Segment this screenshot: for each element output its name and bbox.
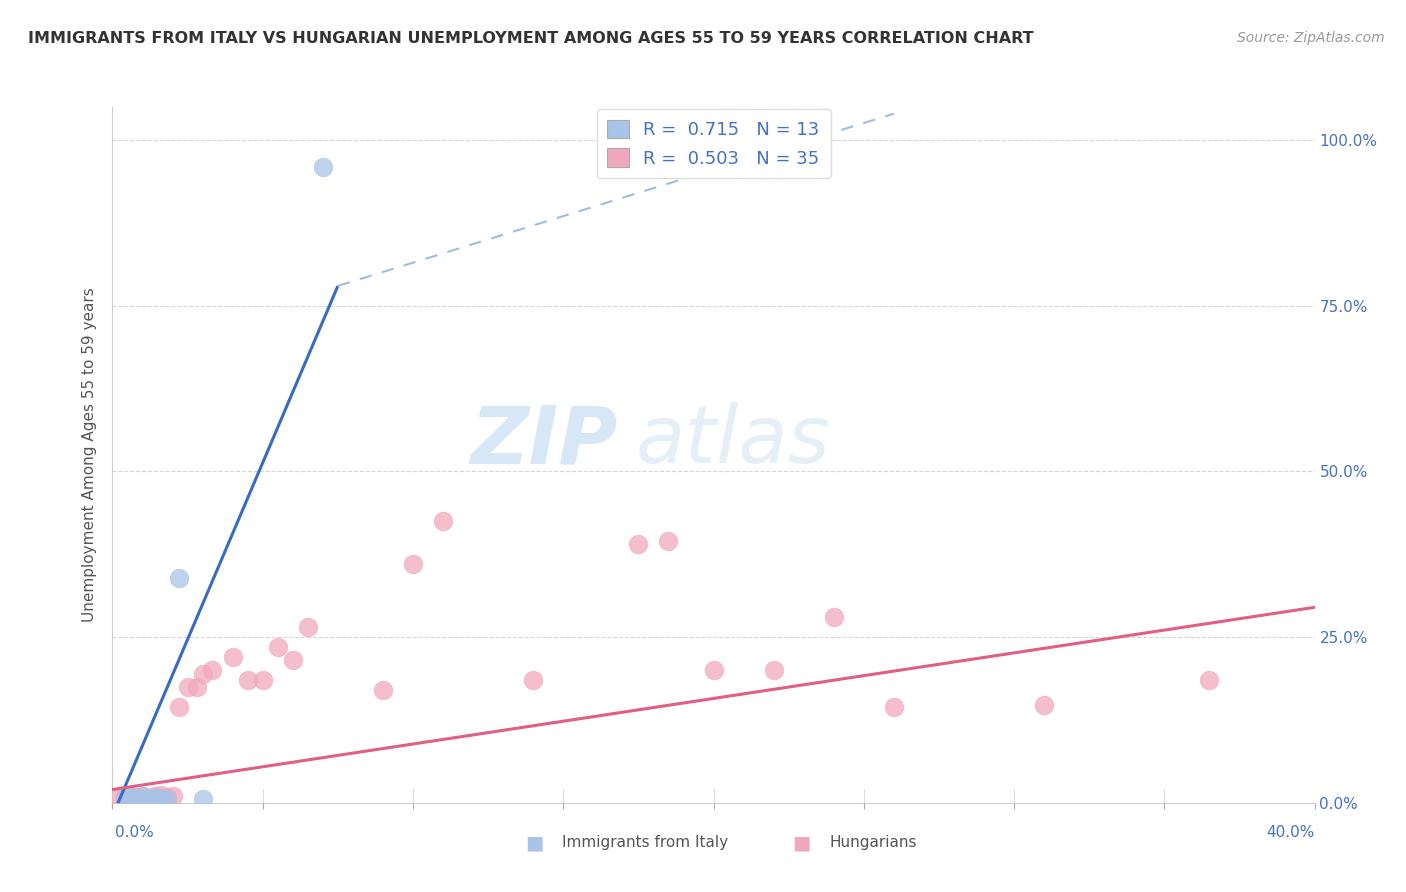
Point (117, 789, 139, 804)
Point (1033, 698, 1056, 712)
Point (657, 534, 679, 549)
Point (155, 790, 177, 805)
Point (186, 680, 208, 694)
Point (402, 558, 425, 572)
Point (432, 514, 454, 528)
Text: Hungarians: Hungarians (830, 836, 917, 850)
Text: 40.0%: 40.0% (1267, 825, 1315, 840)
Point (143, 789, 166, 804)
Point (114, 790, 136, 805)
Point (131, 789, 153, 804)
Text: ■: ■ (792, 833, 811, 853)
Point (201, 663, 224, 677)
Point (627, 537, 650, 551)
Text: atlas: atlas (636, 402, 830, 480)
Point (312, 160, 335, 174)
Point (120, 789, 142, 804)
Text: ZIP: ZIP (470, 402, 617, 480)
Point (297, 620, 319, 634)
Point (762, 663, 785, 677)
Point (167, 699, 190, 714)
Legend: R =  0.715   N = 13, R =  0.503   N = 35: R = 0.715 N = 13, R = 0.503 N = 35 (596, 109, 831, 178)
Point (252, 673, 274, 688)
Point (162, 789, 184, 804)
Point (883, 699, 905, 714)
Point (155, 792, 177, 806)
Text: Source: ZipAtlas.com: Source: ZipAtlas.com (1237, 31, 1385, 45)
Point (125, 790, 148, 805)
Point (120, 792, 142, 806)
Point (236, 673, 259, 688)
Point (149, 788, 172, 802)
Point (138, 792, 160, 806)
Point (149, 792, 172, 806)
Point (122, 792, 145, 806)
Point (114, 792, 136, 806)
Y-axis label: Unemployment Among Ages 55 to 59 years: Unemployment Among Ages 55 to 59 years (82, 287, 97, 623)
Point (143, 790, 166, 805)
Point (222, 650, 245, 665)
Point (267, 640, 290, 654)
Point (823, 610, 845, 624)
Point (131, 789, 153, 804)
Point (522, 673, 544, 688)
Point (702, 663, 725, 677)
Point (125, 792, 148, 806)
Point (117, 792, 139, 806)
Point (122, 792, 145, 806)
Point (191, 792, 214, 806)
Point (371, 683, 394, 698)
Point (1198, 673, 1220, 688)
Text: IMMIGRANTS FROM ITALY VS HUNGARIAN UNEMPLOYMENT AMONG AGES 55 TO 59 YEARS CORREL: IMMIGRANTS FROM ITALY VS HUNGARIAN UNEMP… (28, 31, 1033, 46)
Text: Immigrants from Italy: Immigrants from Italy (562, 836, 728, 850)
Point (176, 680, 198, 694)
Point (191, 666, 214, 681)
Text: ■: ■ (524, 833, 544, 853)
Point (167, 570, 190, 584)
Point (281, 653, 304, 667)
Point (107, 792, 129, 806)
Text: 0.0%: 0.0% (115, 825, 155, 840)
Point (138, 792, 160, 806)
